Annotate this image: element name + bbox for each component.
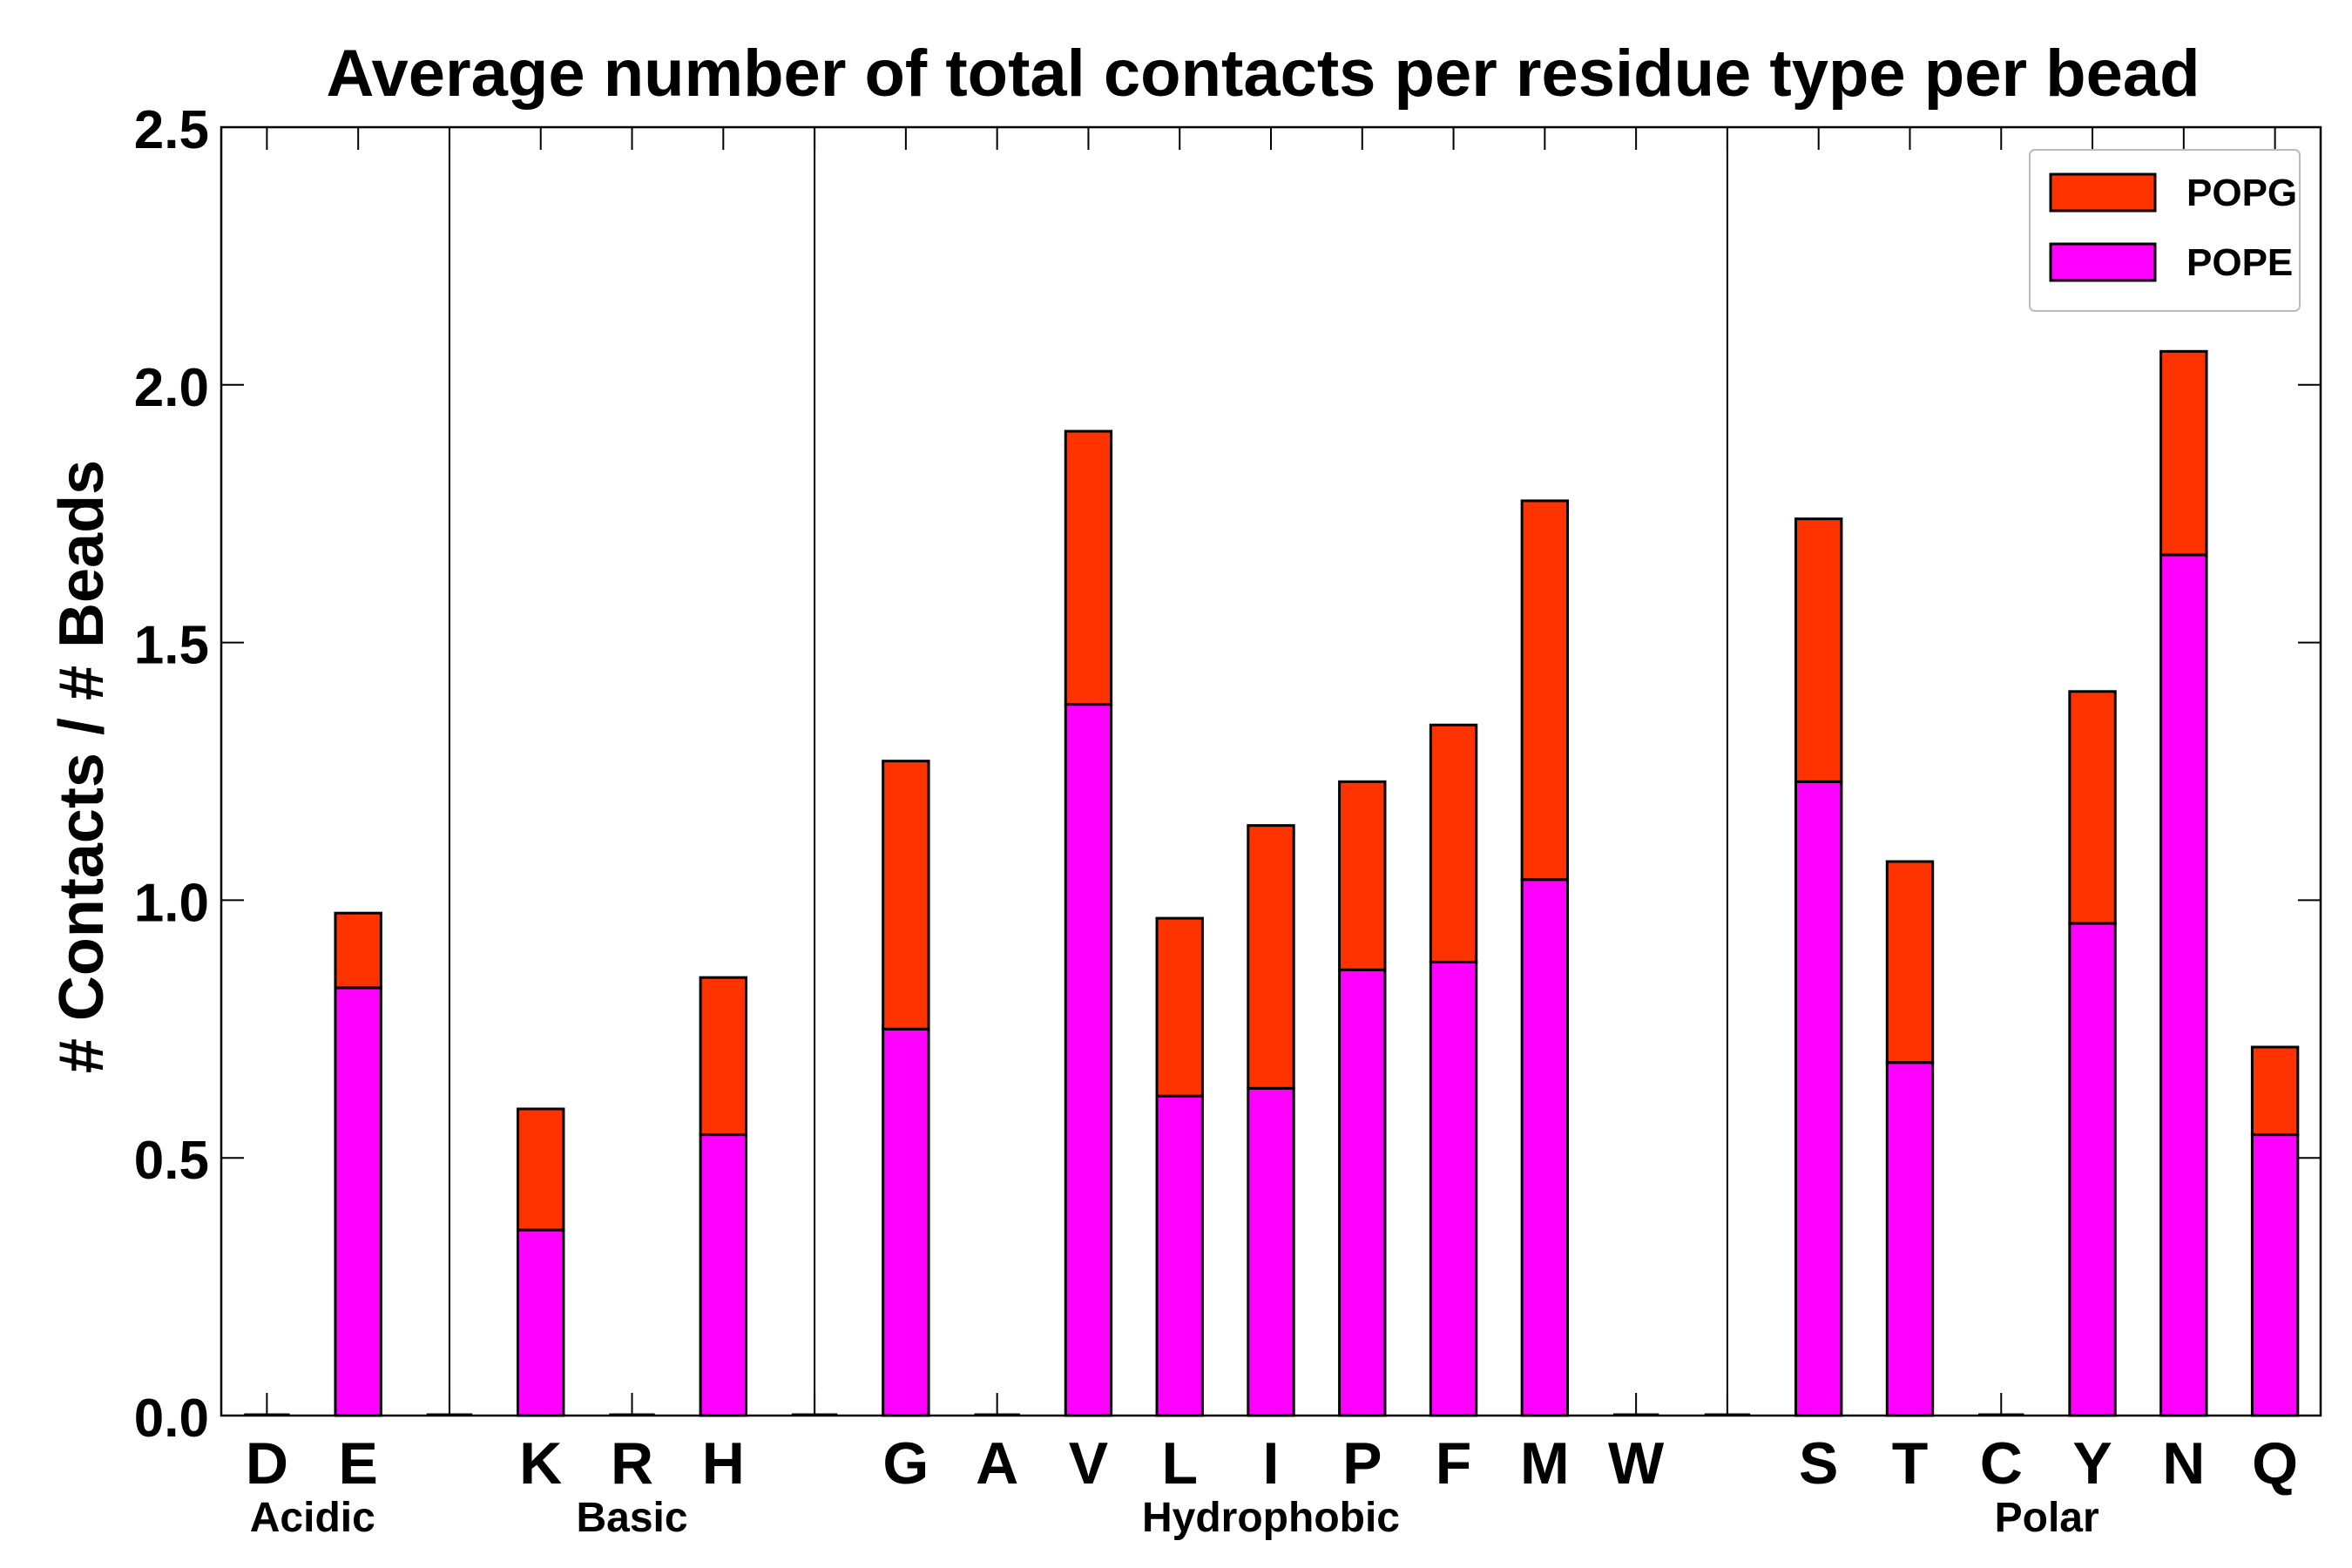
x-tick-label: L [1161,1430,1198,1497]
x-tick-label: F [1436,1430,1472,1497]
plot-area: 0.0 0.5 1.0 1.5 2.0 2.5 D E K R H G A V L I P F M W S T C Y N Q Ac… [134,100,2322,1541]
y-tick-label: 0.0 [134,1389,209,1449]
bar-pope-V [1064,703,1113,1417]
bar-pope-Y [2068,922,2117,1417]
bar-pope-P [1338,968,1387,1417]
y-tick-label: 0.5 [134,1131,209,1191]
legend-swatch-pope [2049,242,2157,282]
x-tick-label: M [1520,1430,1570,1497]
bar-popg-N [2159,349,2208,557]
x-tick-label: C [1980,1430,2023,1497]
y-tick-label: 2.5 [134,100,209,160]
legend-label-pope: POPE [2186,241,2293,284]
x-tick-label: Q [2252,1430,2298,1497]
bar-popg-L [1155,916,1204,1098]
y-tick-label: 2.0 [134,358,209,418]
x-tick-label: A [976,1430,1018,1497]
bar-pope-N [2159,553,2208,1417]
bar-popg-T [1885,860,1935,1064]
x-tick-label: H [702,1430,745,1497]
group-label: Acidic [250,1495,375,1541]
group-label: Hydrophobic [1142,1495,1400,1541]
bar-pope-G [882,1027,930,1417]
group-label: Polar [1995,1495,2099,1541]
x-tick-label: E [338,1430,377,1497]
legend: POPG POPE [2029,149,2301,312]
y-axis-label: # Contacts / # Beads [47,460,117,1073]
bar-popg-E [334,911,382,990]
bar-pope-I [1247,1086,1295,1417]
bar-popg-Q [2250,1045,2300,1137]
bar-pope-T [1885,1061,1935,1417]
bar-popg-F [1429,723,1478,963]
bar-popg-V [1064,429,1113,706]
x-tick-label: R [611,1430,653,1497]
bar-pope-F [1429,960,1478,1417]
bar-popg-I [1247,824,1295,1090]
chart-title: Average number of total contacts per res… [326,37,2200,111]
x-tick-label: S [1799,1430,1838,1497]
x-tick-label: D [246,1430,288,1497]
x-tick-label: Y [2072,1430,2112,1497]
bar-pope-K [517,1228,565,1417]
bar-popg-K [517,1107,565,1232]
legend-label-popg: POPG [2186,172,2297,214]
bar-popg-H [699,976,748,1137]
bar-popg-P [1338,780,1387,971]
bar-pope-Q [2250,1133,2300,1417]
bar-popg-S [1794,517,1843,783]
bar-popg-Y [2068,690,2117,925]
x-tick-label: K [519,1430,562,1497]
bar-pope-M [1520,878,1570,1417]
x-tick-label: T [1892,1430,1929,1497]
bar-popg-G [882,760,930,1031]
bar-pope-L [1155,1094,1204,1417]
y-tick-label: 1.0 [134,873,209,933]
group-label: Basic [576,1495,687,1541]
bar-popg-M [1520,499,1570,882]
x-tick-label: N [2162,1430,2205,1497]
bar-pope-H [699,1133,748,1417]
bar-pope-S [1794,780,1843,1417]
x-tick-label: G [882,1430,929,1497]
legend-swatch-popg [2049,172,2157,213]
x-tick-label: V [1069,1430,1108,1497]
x-tick-label: I [1263,1430,1280,1497]
y-tick-label: 1.5 [134,616,209,676]
bar-pope-E [334,986,382,1417]
x-tick-label: W [1608,1430,1665,1497]
x-tick-label: P [1342,1430,1382,1497]
